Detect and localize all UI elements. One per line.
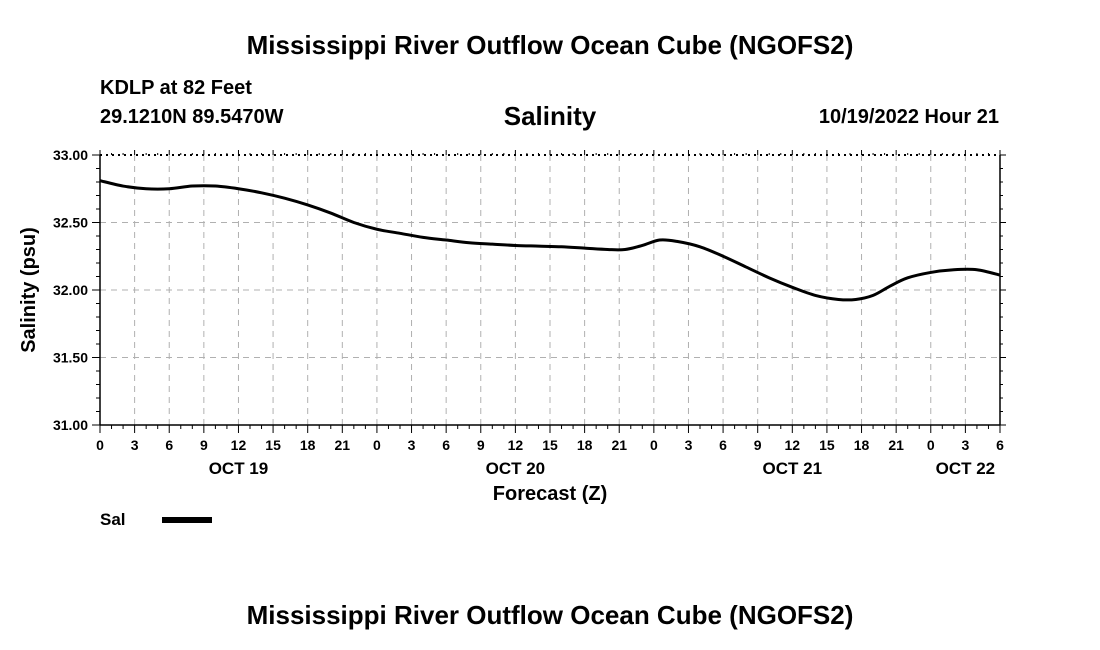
y-tick-label: 31.00 — [53, 417, 88, 433]
x-tick-label: 18 — [300, 437, 316, 453]
chart-title: Salinity — [503, 101, 597, 131]
x-tick-label: 9 — [477, 437, 485, 453]
y-tick-label: 33.00 — [53, 147, 88, 163]
main-title: Mississippi River Outflow Ocean Cube (NG… — [246, 30, 854, 60]
x-axis-title: Forecast (Z) — [493, 483, 607, 505]
y-tick-label: 32.50 — [53, 215, 88, 231]
x-tick-label: 6 — [442, 437, 450, 453]
x-tick-label: 6 — [996, 437, 1004, 453]
main-title-repeat: Mississippi River Outflow Ocean Cube (NG… — [246, 600, 854, 630]
legend-label: Sal — [100, 510, 126, 529]
y-tick-label: 32.00 — [53, 282, 88, 298]
x-tick-label: 3 — [961, 437, 969, 453]
x-tick-label: 15 — [265, 437, 281, 453]
x-tick-label: 21 — [611, 437, 627, 453]
x-date-label: OCT 20 — [486, 459, 546, 478]
salinity-chart: 31.00 31.50 32.00 32.50 33.00 0 3 6 9 12 15 18 21 0 3 6… — [18, 147, 1006, 529]
forecast-timestamp: 10/19/2022 Hour 21 — [818, 106, 999, 128]
x-tick-label: 9 — [754, 437, 762, 453]
x-tick-label: 9 — [200, 437, 208, 453]
series-line-sal — [99, 179, 1001, 302]
x-tick-label: 12 — [508, 437, 524, 453]
x-tick-label: 0 — [650, 437, 658, 453]
x-tick-label: 15 — [819, 437, 835, 453]
x-date-label: OCT 21 — [763, 459, 823, 478]
x-tick-label: 12 — [231, 437, 247, 453]
x-tick-label: 18 — [577, 437, 593, 453]
x-date-label: OCT 19 — [209, 459, 269, 478]
x-tick-label: 3 — [408, 437, 416, 453]
x-date-label: OCT 22 — [936, 459, 996, 478]
x-tick-label: 15 — [542, 437, 558, 453]
x-tick-label: 6 — [165, 437, 173, 453]
x-tick-label: 18 — [854, 437, 870, 453]
x-tick-label: 0 — [96, 437, 104, 453]
x-tick-label: 12 — [785, 437, 801, 453]
x-tick-label: 6 — [719, 437, 727, 453]
station-label: KDLP at 82 Feet — [100, 77, 252, 99]
x-tick-label: 0 — [373, 437, 381, 453]
x-tick-label: 0 — [927, 437, 935, 453]
x-tick-label: 3 — [685, 437, 693, 453]
x-tick-label: 21 — [888, 437, 904, 453]
station-coordinates: 29.1210N 89.5470W — [100, 106, 284, 128]
y-axis-title: Salinity (psu) — [18, 227, 40, 353]
x-tick-label: 3 — [131, 437, 139, 453]
x-tick-label: 21 — [335, 437, 351, 453]
y-tick-label: 31.50 — [53, 350, 88, 366]
